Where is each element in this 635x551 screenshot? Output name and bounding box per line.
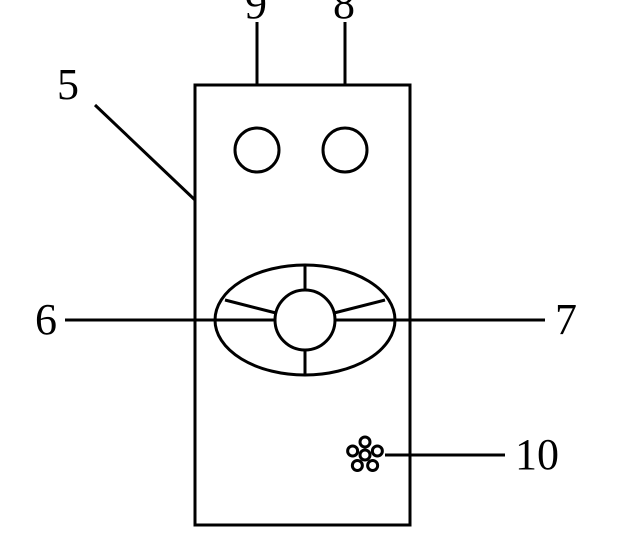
- speaker-dot: [368, 461, 378, 471]
- speaker-dot: [372, 446, 382, 456]
- label-5: 5: [57, 63, 79, 107]
- speaker-dot: [360, 450, 370, 460]
- leader-5: [95, 105, 195, 200]
- speaker-dot: [348, 446, 358, 456]
- speaker-dot: [352, 461, 362, 471]
- label-9: 9: [245, 0, 267, 26]
- device-body: [195, 85, 410, 525]
- speaker-dot: [360, 437, 370, 447]
- label-6: 6: [35, 298, 57, 342]
- label-10: 10: [515, 433, 559, 477]
- label-8: 8: [333, 0, 355, 26]
- speaker-grille: [348, 437, 383, 471]
- dpad-center: [275, 290, 335, 350]
- dpad-divider-3: [334, 300, 385, 313]
- label-7: 7: [555, 298, 577, 342]
- dpad-divider-2: [225, 300, 276, 313]
- top-circle-left: [235, 128, 279, 172]
- top-circle-right: [323, 128, 367, 172]
